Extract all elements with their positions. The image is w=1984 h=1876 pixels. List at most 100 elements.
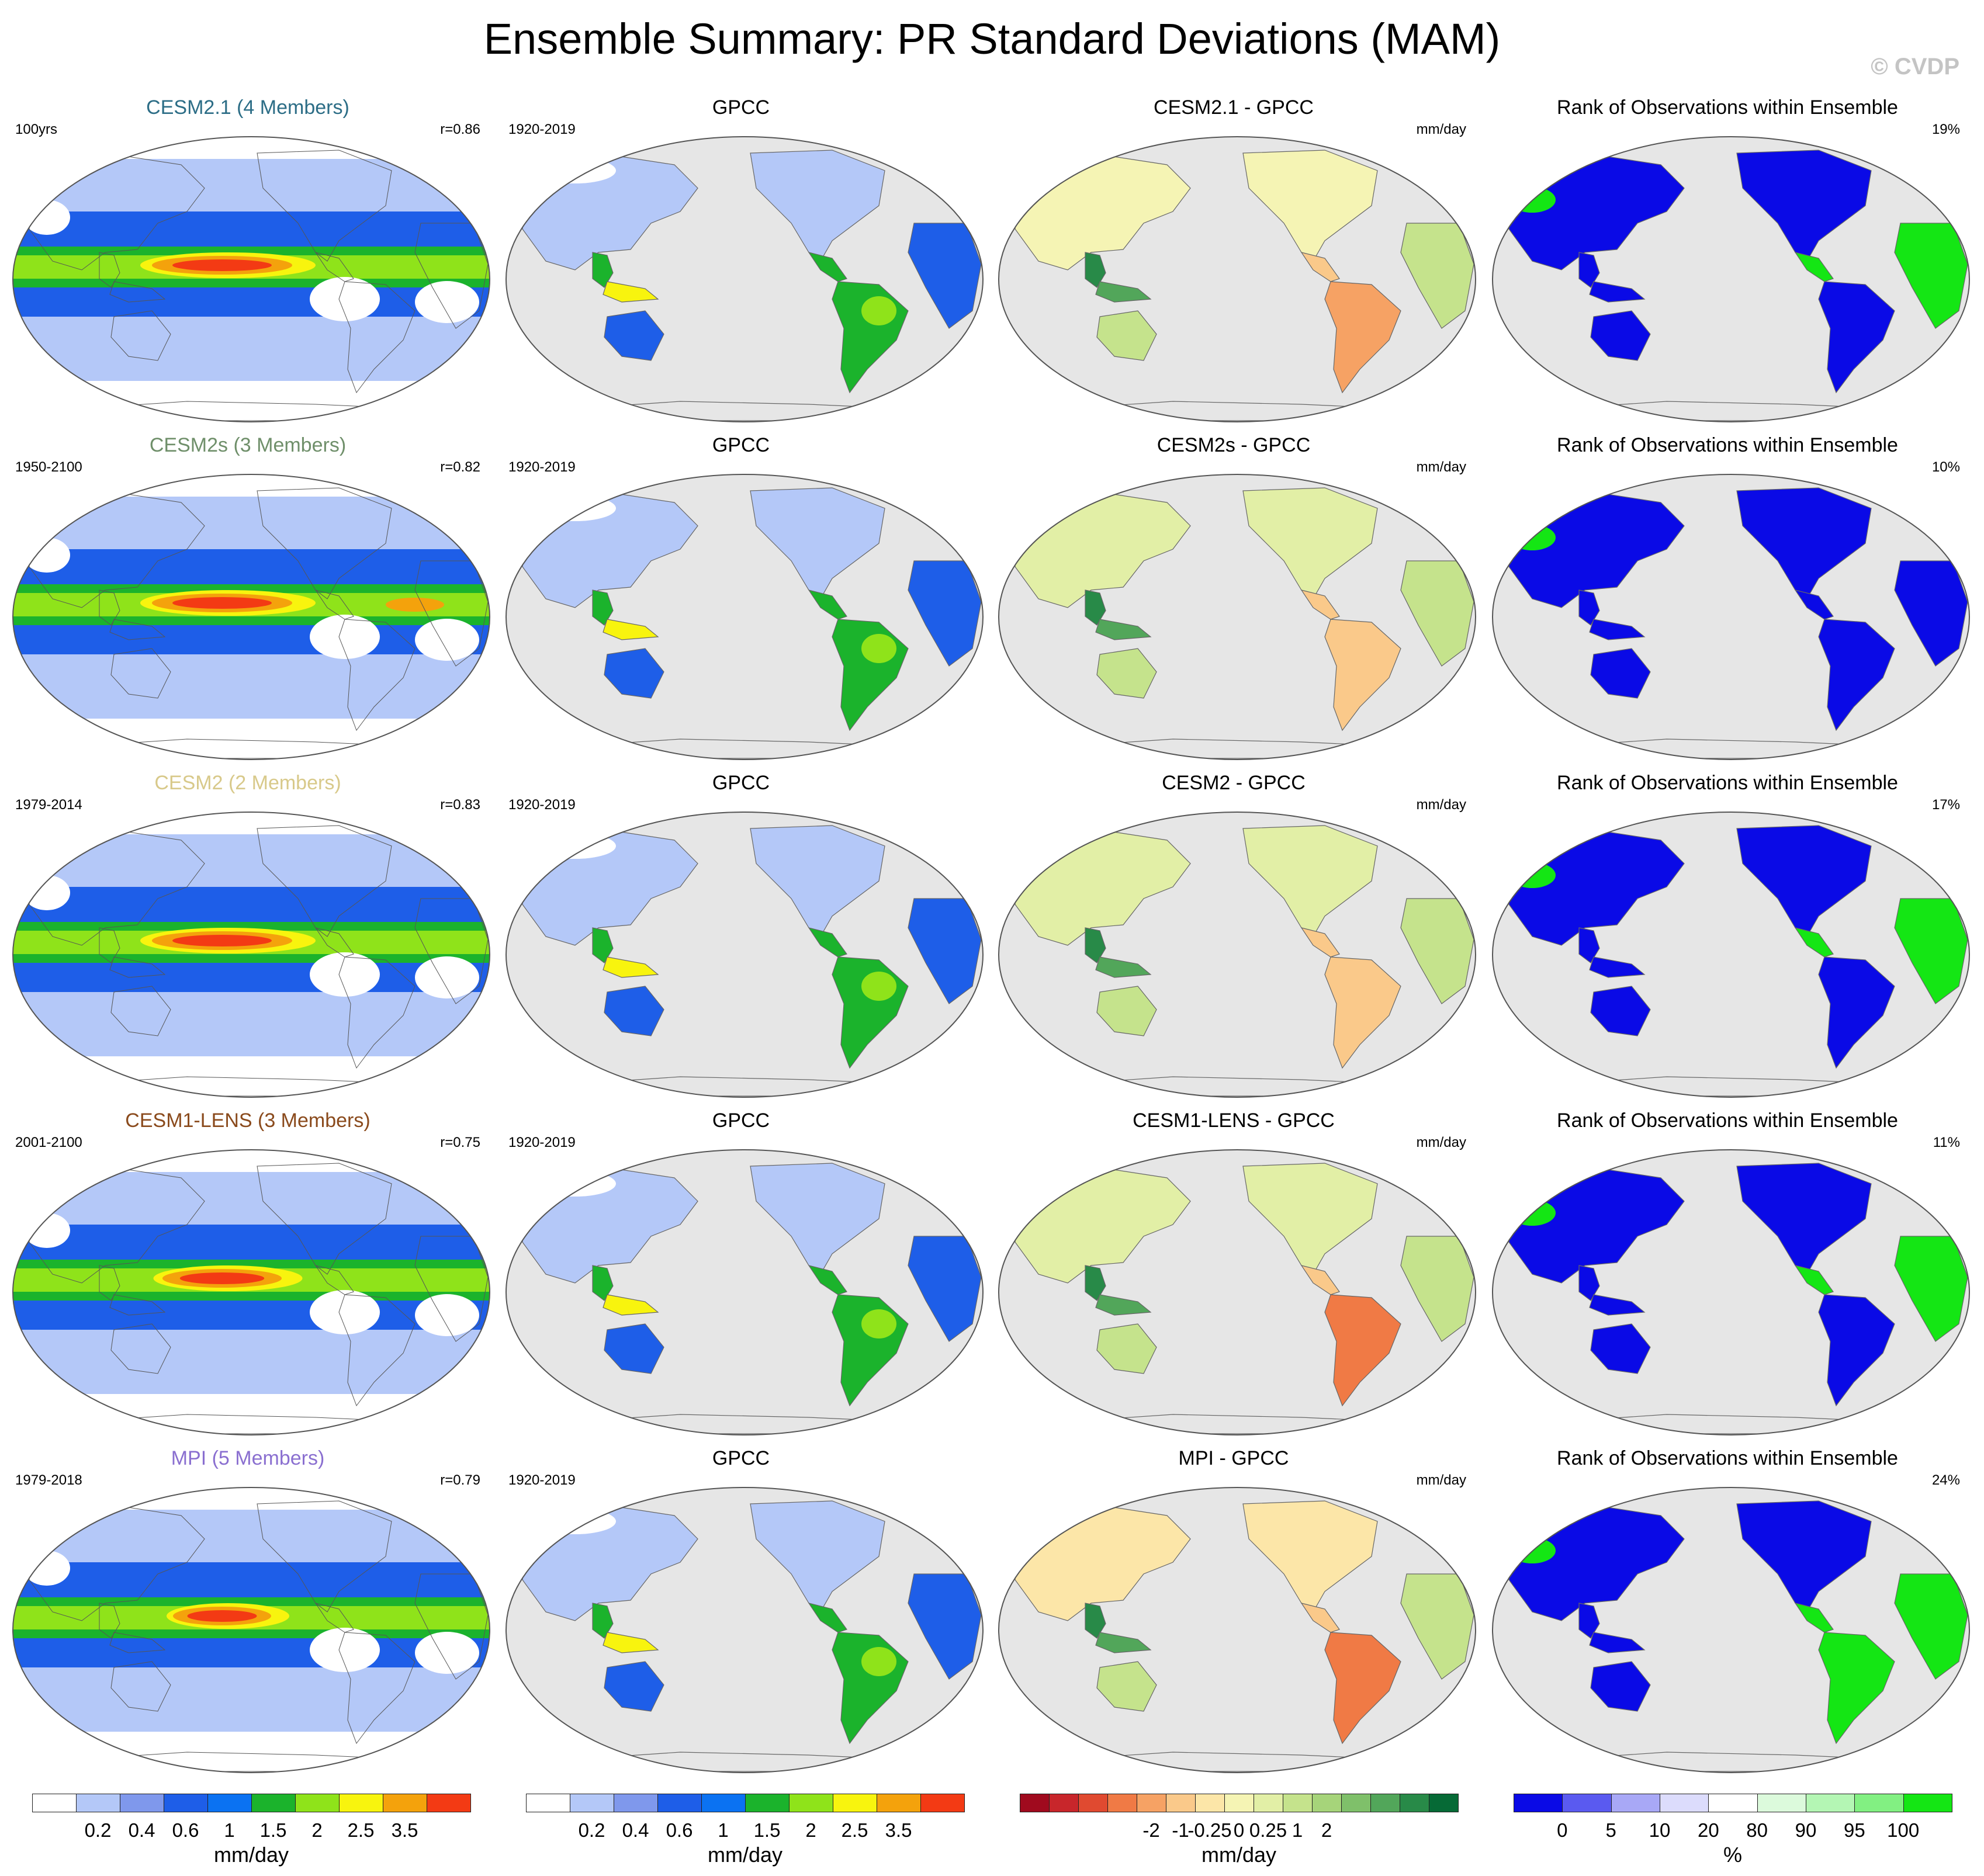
- colorbar-tick-label: 90: [1795, 1819, 1817, 1841]
- land-greenland: [878, 1492, 915, 1516]
- colorbar-swatch: [1659, 1794, 1709, 1812]
- colorbar-tick-label: -1: [1172, 1819, 1189, 1841]
- coast-greenland: [385, 1154, 421, 1178]
- colorbar-tick-label: 0.6: [666, 1819, 693, 1841]
- panel-stat-label: 19%: [1931, 122, 1960, 137]
- land-antarctic: [551, 1752, 938, 1772]
- rank-map: [1492, 136, 1970, 422]
- land-antarctic: [1538, 1752, 1924, 1772]
- land-antarctic: [1538, 738, 1924, 759]
- field-dry-atlantic: [415, 619, 479, 661]
- land-namerica: [1242, 1163, 1378, 1275]
- map-border: [998, 812, 1476, 1098]
- coast-camerica: [314, 1265, 354, 1295]
- land-seasia: [592, 589, 614, 626]
- field-midlat-south: [13, 992, 490, 1056]
- coast-camerica: [314, 589, 354, 620]
- land-australia: [1590, 986, 1651, 1036]
- panel-period-label: 1979-2014: [15, 797, 82, 813]
- panel-title: Rank of Observations within Ensemble: [1557, 1109, 1898, 1132]
- colorbar-tick-label: 2.5: [347, 1819, 375, 1841]
- field-polar-south: [13, 719, 490, 760]
- colorbar-tick-label: 1.5: [259, 1819, 287, 1841]
- panel-stat-label: 24%: [1931, 1472, 1960, 1488]
- rank-map: [1492, 474, 1970, 760]
- panel-title: GPCC: [712, 1109, 770, 1132]
- panel-period-label: 2001-2100: [15, 1135, 82, 1150]
- map-border: [505, 474, 984, 760]
- land-indo: [603, 956, 659, 978]
- coast-eurasia: [29, 828, 205, 946]
- land-samerica: [1818, 1294, 1895, 1407]
- coast-eurasia: [29, 1503, 205, 1621]
- diff-panel: CESM2s - GPCC mm/day: [991, 434, 1477, 761]
- rank-map: [1492, 812, 1970, 1098]
- land-antarctic: [1538, 1414, 1924, 1434]
- model-panel: CESM2s (3 Members) 1950-2100 r=0.82: [5, 434, 491, 761]
- field-dry-atlantic: [415, 281, 479, 323]
- colorbar-swatch: [701, 1794, 746, 1812]
- land-samerica: [1324, 956, 1401, 1069]
- panel-title: GPCC: [712, 1447, 770, 1469]
- model-panel: CESM1-LENS (3 Members) 2001-2100 r=0.75: [5, 1109, 491, 1436]
- obs-amazon-wet: [861, 634, 896, 663]
- field-polar-north: [13, 812, 490, 834]
- colorbar-swatch: [1429, 1794, 1459, 1812]
- panel-stat-label: 11%: [1933, 1135, 1960, 1150]
- field-polar-south: [13, 381, 490, 422]
- panel-stat-label: r=0.82: [440, 459, 480, 475]
- field-midlat-north: [13, 834, 490, 887]
- colorbar-tick-label: 1: [224, 1819, 235, 1841]
- land-greenland: [1865, 141, 1901, 165]
- coast-namerica: [257, 487, 392, 599]
- land-camerica: [1794, 927, 1834, 958]
- field-dry-pacific: [310, 615, 380, 659]
- obs-panel: GPCC 1920-2019: [498, 771, 984, 1098]
- map-border: [12, 812, 490, 1098]
- panel-title: CESM1-LENS (3 Members): [125, 1109, 371, 1132]
- coast-australia: [110, 1323, 171, 1374]
- colorbar-swatch: [920, 1794, 965, 1812]
- coast-greenland: [385, 1492, 421, 1516]
- colorbar-swatch: [877, 1794, 921, 1812]
- panel-title: Rank of Observations within Ensemble: [1557, 434, 1898, 456]
- panel-stat-label: mm/day: [1416, 1135, 1466, 1150]
- colorbar-swatch: [1400, 1794, 1429, 1812]
- colorbar-swatch: [1254, 1794, 1283, 1812]
- colorbar-swatch: [1708, 1794, 1758, 1812]
- land-indo: [1095, 1632, 1152, 1653]
- field-subtropic-north: [13, 1562, 490, 1597]
- field-polar-north: [13, 1487, 490, 1510]
- field-polar-south: [13, 1394, 490, 1435]
- diff-map: [998, 1487, 1476, 1773]
- land-samerica: [1324, 1632, 1401, 1745]
- land-seasia: [1578, 927, 1600, 963]
- map-border: [505, 1487, 984, 1773]
- panel-stat-label: r=0.83: [440, 797, 480, 813]
- field-atlantic-itcz: [386, 598, 444, 612]
- field-dry-atlantic: [415, 1632, 479, 1674]
- map-border: [1492, 1149, 1970, 1435]
- panel-stat-label: 17%: [1931, 797, 1960, 813]
- land-seasia: [1085, 927, 1106, 963]
- panel-title: CESM2s (3 Members): [149, 434, 347, 456]
- diff-panel: MPI - GPCC mm/day: [991, 1447, 1477, 1774]
- field-midlat-south: [13, 1330, 490, 1394]
- panel-title: GPCC: [712, 96, 770, 119]
- colorbar-tick-label: 1.5: [753, 1819, 781, 1841]
- diff-panel: CESM1-LENS - GPCC mm/day: [991, 1109, 1477, 1436]
- coast-indo: [109, 1632, 166, 1653]
- land-seasia: [1085, 252, 1106, 288]
- land-samerica: [1818, 281, 1895, 394]
- field-midlat-south: [13, 317, 490, 381]
- panel-period-label: 1920-2019: [508, 122, 576, 137]
- land-greenland: [1371, 1154, 1407, 1178]
- field-warm-pool-max: [179, 1272, 265, 1284]
- land-seasia: [592, 252, 614, 288]
- colorbar-swatch: [570, 1794, 614, 1812]
- obs-amazon-wet: [861, 972, 896, 1001]
- panel-period-label: 1950-2100: [15, 459, 82, 475]
- colorbar-unit-label: mm/day: [707, 1843, 783, 1867]
- land-namerica: [750, 1163, 885, 1275]
- colorbar-unit-label: %: [1723, 1843, 1743, 1867]
